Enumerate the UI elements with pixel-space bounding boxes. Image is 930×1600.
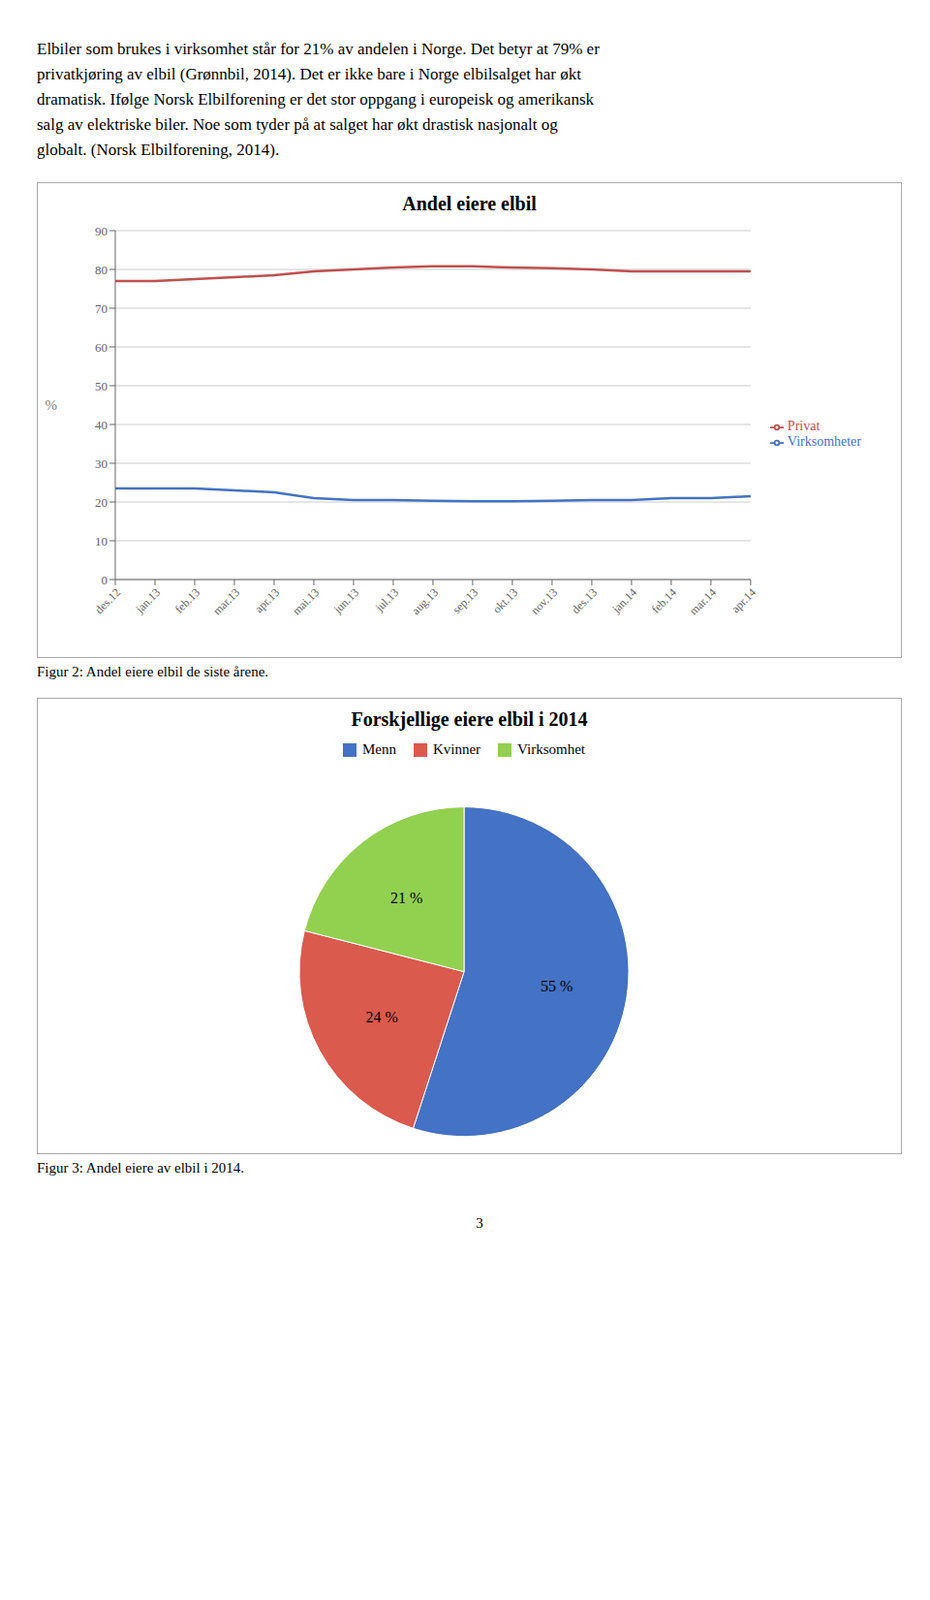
svg-text:30: 30	[94, 456, 108, 471]
html-text:Virksomhet: Virksomhet	[517, 741, 586, 757]
svg-text:jan.14: jan.14	[608, 585, 640, 617]
svg-text:mar.13: mar.13	[210, 585, 243, 618]
html-text:Elbiler som brukes i virksomhe: Elbiler som brukes i virksomhet står for…	[36, 39, 600, 59]
svg-text:40: 40	[94, 417, 108, 433]
svg-text:80: 80	[94, 262, 108, 278]
svg-text:55 %: 55 %	[540, 977, 573, 994]
html-text:Kvinner: Kvinner	[433, 741, 481, 757]
svg-text:mai.13: mai.13	[289, 585, 322, 618]
html-text:Menn: Menn	[362, 741, 397, 757]
svg-text:des.12: des.12	[92, 585, 124, 617]
html-text:Virksomheter: Virksomheter	[787, 434, 862, 449]
svg-text:60: 60	[94, 340, 108, 355]
svg-text:sep.13: sep.13	[449, 585, 481, 617]
svg-text:mar.14: mar.14	[686, 585, 719, 618]
html-text:privatkjøring av elbil (Grønnb: privatkjøring av elbil (Grønnbil, 2014).…	[36, 64, 582, 84]
svg-text:24 %: 24 %	[365, 1008, 398, 1025]
svg-text:21 %: 21 %	[390, 889, 423, 906]
svg-text:0: 0	[101, 572, 109, 588]
svg-text:aug.13: aug.13	[408, 585, 441, 618]
svg-text:90: 90	[94, 223, 108, 239]
svg-text:10: 10	[94, 533, 108, 549]
html-text:Figur 3: Andel eiere av elbil: Figur 3: Andel eiere av elbil i 2014.	[36, 1159, 245, 1176]
svg-text:feb.13: feb.13	[172, 585, 203, 616]
html-text:Privat: Privat	[787, 418, 820, 434]
svg-text:jul.13: jul.13	[372, 585, 402, 615]
svg-text:70: 70	[94, 301, 108, 316]
svg-text:des.13: des.13	[568, 585, 600, 617]
svg-text:apr.14: apr.14	[728, 585, 759, 616]
svg-text:50: 50	[94, 378, 108, 394]
svg-text:20: 20	[94, 495, 108, 510]
html-text:3: 3	[475, 1214, 484, 1231]
html-text:Forskjellige eiere elbil i 201: Forskjellige eiere elbil i 2014	[351, 708, 588, 730]
html-text:salg av elektriske biler. Noe: salg av elektriske biler. Noe som tyder …	[36, 115, 558, 134]
html-text:globalt. (Norsk Elbilforening,: globalt. (Norsk Elbilforening, 2014).	[36, 140, 280, 159]
html-text:Andel eiere elbil: Andel eiere elbil	[402, 192, 537, 215]
svg-text:nov.13: nov.13	[527, 585, 560, 618]
svg-text:%: %	[45, 397, 59, 413]
svg-text:jan.13: jan.13	[132, 585, 164, 617]
svg-text:feb.14: feb.14	[649, 585, 680, 616]
html-text:Figur 2: Andel eiere elbil de: Figur 2: Andel eiere elbil de siste åren…	[36, 663, 269, 680]
svg-text:okt.13: okt.13	[490, 585, 521, 616]
svg-text:apr.13: apr.13	[251, 585, 282, 616]
html-text:dramatisk. Ifølge Norsk Elbilf: dramatisk. Ifølge Norsk Elbilforening er…	[36, 90, 594, 109]
svg-text:jun.13: jun.13	[330, 585, 362, 617]
